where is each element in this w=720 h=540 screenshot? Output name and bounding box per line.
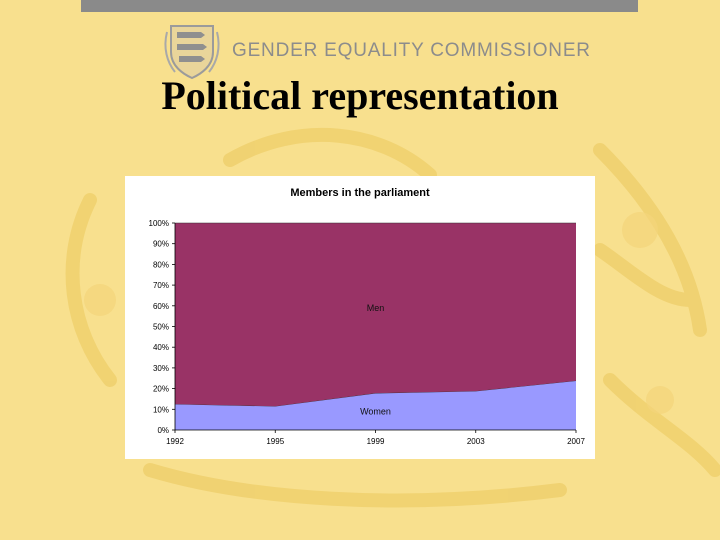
y-tick-label: 70% [153, 281, 169, 290]
y-tick-label: 60% [153, 302, 169, 311]
y-tick-label: 20% [153, 385, 169, 394]
crest-icon [164, 25, 220, 80]
area-men [175, 223, 576, 407]
x-tick-label: 2003 [467, 437, 485, 446]
y-tick-label: 80% [153, 260, 169, 269]
top-bar [81, 0, 638, 12]
area-chart: Members in the parliament 0% 10% 20% 30% 40%… [149, 187, 586, 446]
y-tick-label: 40% [153, 343, 169, 352]
y-tick-label: 100% [149, 219, 169, 228]
x-tick-label: 1992 [166, 437, 184, 446]
slide-title: Political representation [161, 73, 559, 118]
series-label-men: Men [367, 303, 385, 313]
y-tick-label: 0% [157, 426, 169, 435]
area-women [175, 380, 576, 430]
chart-panel: Members in the parliament 0% 10% 20% 30% 40%… [125, 176, 595, 459]
y-tick-label: 90% [153, 240, 169, 249]
x-tick-label: 1995 [266, 437, 284, 446]
x-tick-label: 1999 [367, 437, 385, 446]
x-tick-label: 2007 [567, 437, 585, 446]
y-tick-label: 30% [153, 364, 169, 373]
series-label-women: Women [360, 407, 391, 417]
y-tick-label: 10% [153, 405, 169, 414]
chart-title: Members in the parliament [290, 187, 430, 199]
y-tick-label: 50% [153, 323, 169, 332]
organization-name: GENDER EQUALITY COMMISSIONER [232, 40, 591, 61]
